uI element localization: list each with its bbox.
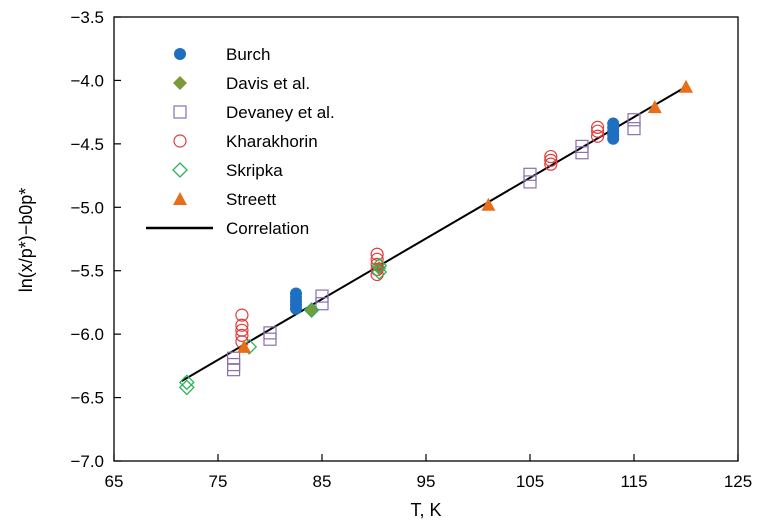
y-tick-label: −4.5 [70,135,104,154]
data-point [647,100,662,114]
x-tick-label: 115 [620,472,647,491]
data-point [263,332,277,346]
y-tick-label: −3.5 [70,8,104,27]
data-point [607,132,620,145]
data-point [235,328,249,343]
data-point [481,197,496,211]
data-point [590,129,605,143]
data-point [544,153,558,167]
legend-swatch-streett [173,192,187,205]
legend-swatch-devaney-et-al [173,105,187,119]
x-tick-label: 75 [209,472,228,491]
data-point [679,79,693,93]
data-point [627,122,641,136]
y-tick-label: −7.0 [70,452,104,471]
legend-label-kharakhorin: Kharakhorin [226,132,318,151]
legend-swatch-burch [174,48,186,60]
y-tick-label: −6.0 [70,325,104,344]
y-tick-label: −5.0 [70,198,104,217]
y-axis-label: ln(x/p*)−b0p* [16,188,36,293]
data-point [178,374,195,391]
legend-swatch-skripka [172,162,188,178]
legend-label-burch: Burch [226,45,270,64]
data-point [590,124,605,138]
x-tick-label: 95 [417,472,436,491]
legend-label-correlation: Correlation [226,219,309,238]
x-axis-label: T, K [410,500,441,520]
data-point [544,157,558,171]
axis-tick-labels: 65 75 85 95 105 115 125 −3.5 −4.0 −4.5 −5.0 −5.5 −6.… [70,8,752,491]
data-point [371,257,388,274]
legend-label-skripka: Skripka [226,161,283,180]
series-devaney-et-al [227,113,641,377]
data-point [315,297,329,311]
y-tick-label: −5.5 [70,262,104,281]
data-point [627,113,641,127]
legend-label-davis-et-al: Davis et al. [226,74,310,93]
x-tick-label: 65 [105,472,124,491]
data-point [235,308,249,322]
legend-swatch-davis-et-al [173,76,187,90]
y-tick-label: −6.5 [70,389,104,408]
data-point [235,318,249,332]
axis-ticks [113,16,739,462]
data-point [303,302,320,318]
data-point [237,339,251,353]
x-tick-label: 85 [313,472,332,491]
x-tick-label: 125 [724,472,752,491]
data-point [290,302,302,315]
data-point [178,379,195,396]
legend-label-devaney-et-al: Devaney et al. [226,103,335,122]
legend-swatch-kharakhorin [173,134,187,148]
legend: Burch Davis et al. Devaney et al. Kharakhor… [146,45,335,238]
data-point [370,252,384,266]
data-point [544,149,558,164]
series-layer [178,79,693,396]
legend-label-streett: Streett [226,190,276,209]
data-point [227,363,241,377]
data-point [371,264,388,280]
data-point [523,167,537,181]
data-point [315,289,329,303]
x-tick-label: 105 [516,472,544,491]
series-burch [290,117,620,315]
series-streett [237,79,693,353]
series-skripka [178,257,388,396]
data-point [590,120,605,134]
series-kharakhorin [235,120,605,349]
data-point [575,146,589,160]
data-point [523,175,537,189]
y-tick-label: −4.0 [70,71,104,90]
